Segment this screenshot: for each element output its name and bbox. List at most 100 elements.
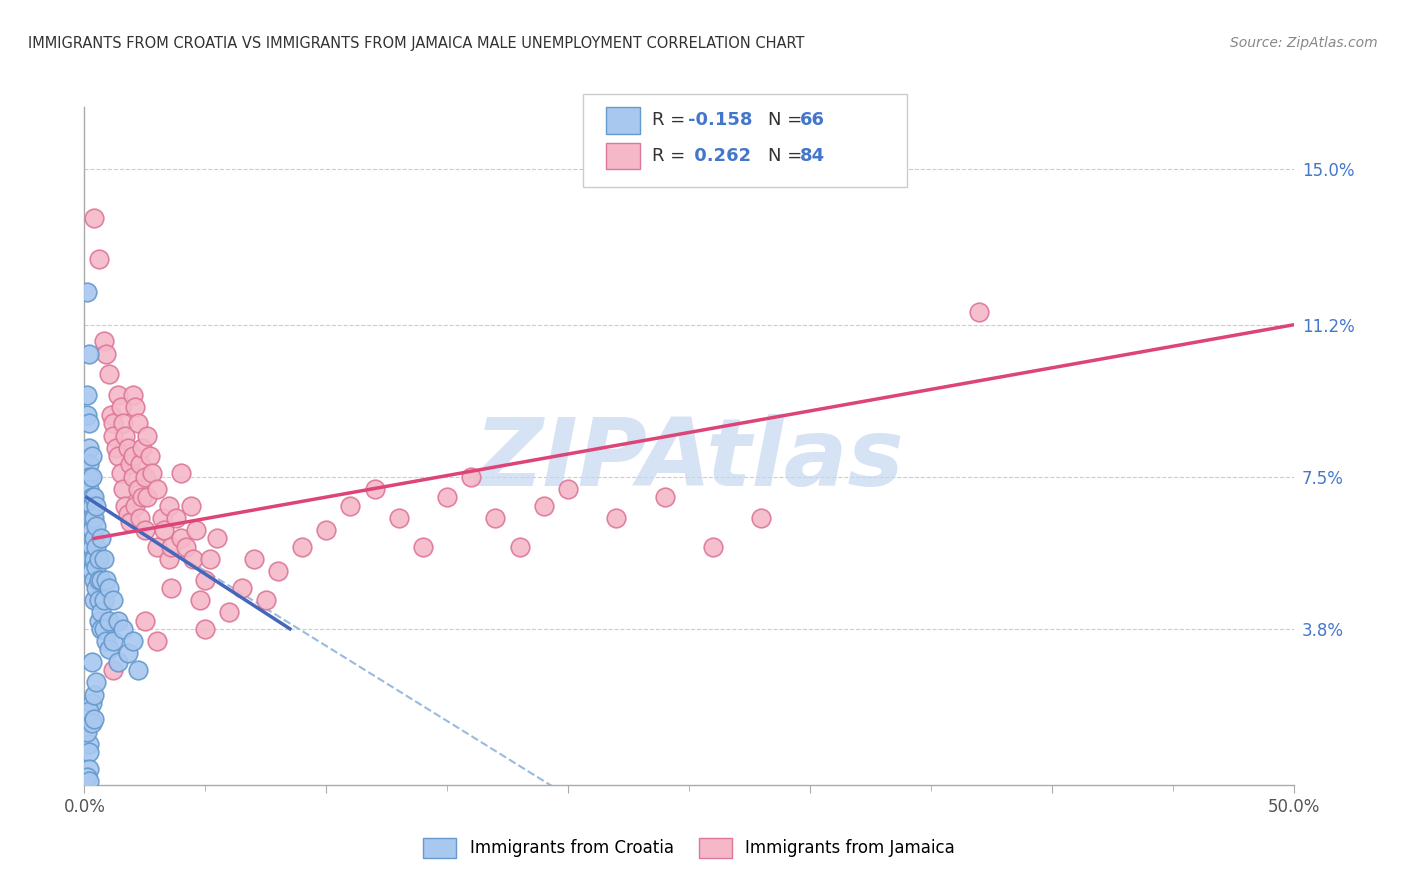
Point: [291, 540, 314, 554]
Point: [120, 458, 142, 472]
Point: [160, 581, 183, 595]
Point: [702, 540, 724, 554]
Point: [207, 532, 229, 546]
Point: [129, 458, 152, 472]
Point: [80, 491, 103, 505]
Point: [94, 634, 117, 648]
Point: [80, 696, 103, 710]
Point: [77, 737, 100, 751]
Point: [76, 285, 98, 299]
Point: [174, 540, 197, 554]
Point: [83, 593, 105, 607]
Point: [190, 593, 212, 607]
Point: [83, 491, 105, 505]
Point: [103, 634, 125, 648]
Text: R =: R =: [652, 147, 692, 165]
Point: [87, 573, 110, 587]
Point: [194, 573, 217, 587]
Point: [87, 614, 110, 628]
Point: [751, 511, 773, 525]
Point: [80, 499, 103, 513]
Point: [557, 482, 579, 496]
Point: [160, 540, 183, 554]
Point: [83, 532, 105, 546]
Point: [86, 499, 108, 513]
Point: [127, 482, 149, 496]
Point: [339, 499, 361, 513]
Point: [112, 622, 135, 636]
Text: 0.262: 0.262: [688, 147, 751, 165]
Point: [83, 573, 105, 587]
Text: 84: 84: [800, 147, 825, 165]
Point: [103, 417, 125, 431]
Text: N =: N =: [768, 112, 807, 129]
Point: [605, 511, 627, 525]
Point: [107, 450, 129, 464]
Point: [90, 622, 112, 636]
Point: [100, 408, 122, 422]
Point: [83, 211, 105, 225]
Point: [87, 593, 110, 607]
Point: [90, 606, 112, 620]
Text: N =: N =: [768, 147, 807, 165]
Point: [181, 552, 204, 566]
Point: [97, 642, 120, 657]
Point: [231, 581, 253, 595]
Point: [114, 499, 136, 513]
Point: [117, 507, 139, 521]
Point: [80, 470, 103, 484]
Text: R =: R =: [652, 112, 692, 129]
Point: [90, 573, 112, 587]
Point: [134, 523, 156, 537]
Point: [86, 540, 108, 554]
Point: [103, 428, 125, 442]
Point: [87, 552, 110, 566]
Point: [412, 540, 434, 554]
Point: [86, 519, 108, 533]
Point: [112, 417, 135, 431]
Point: [93, 334, 115, 349]
Point: [484, 511, 506, 525]
Point: [654, 491, 676, 505]
Point: [131, 441, 153, 455]
Point: [112, 482, 135, 496]
Point: [83, 688, 105, 702]
Point: [194, 622, 217, 636]
Point: [170, 466, 193, 480]
Point: [460, 470, 482, 484]
Point: [107, 387, 129, 401]
Point: [254, 593, 277, 607]
Point: [83, 712, 105, 726]
Point: [77, 417, 100, 431]
Point: [76, 716, 98, 731]
Point: [107, 614, 129, 628]
Point: [124, 499, 146, 513]
Point: [77, 441, 100, 455]
Point: [110, 466, 132, 480]
Point: [83, 511, 105, 525]
Point: [117, 441, 139, 455]
Point: [76, 770, 98, 784]
Point: [267, 564, 290, 578]
Point: [127, 417, 149, 431]
Point: [117, 647, 139, 661]
Point: [77, 773, 100, 788]
Point: [80, 523, 103, 537]
Point: [76, 387, 98, 401]
Point: [165, 511, 187, 525]
Point: [80, 716, 103, 731]
Point: [436, 491, 458, 505]
Point: [80, 450, 103, 464]
Point: [76, 408, 98, 422]
Point: [97, 581, 120, 595]
Text: Source: ZipAtlas.com: Source: ZipAtlas.com: [1230, 36, 1378, 50]
Point: [134, 614, 156, 628]
Point: [121, 470, 143, 484]
Point: [80, 540, 103, 554]
Point: [153, 523, 176, 537]
Point: [104, 441, 127, 455]
Point: [80, 552, 103, 566]
Point: [77, 458, 100, 472]
Point: [138, 450, 160, 464]
Point: [103, 663, 125, 677]
